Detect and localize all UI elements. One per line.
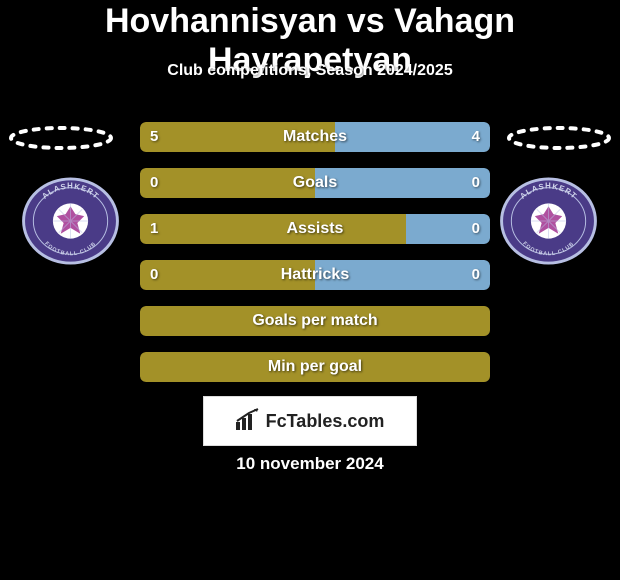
brand-icon [236, 408, 260, 435]
brand-card: FcTables.com [203, 396, 417, 446]
player2-club-badge: ALASHKERT FOOTBALL CLUB [499, 177, 598, 265]
player1-flag-placeholder [9, 126, 113, 150]
stat-value-left: 5 [140, 122, 168, 152]
player2-flag-placeholder [507, 126, 611, 150]
stat-value-left: 0 [140, 260, 168, 290]
stat-value-left: 0 [140, 168, 168, 198]
stat-value-right: 4 [462, 122, 490, 152]
stat-value-right: 0 [462, 214, 490, 244]
stat-row: Min per goal [140, 352, 490, 382]
stat-bar-left [140, 352, 490, 382]
stat-value-left: 1 [140, 214, 168, 244]
stat-row: Goals per match [140, 306, 490, 336]
stat-row: 00Hattricks [140, 260, 490, 290]
comparison-rows: 54Matches00Goals10Assists00HattricksGoal… [140, 122, 490, 398]
page-subtitle: Club competitions, Season 2024/2025 [0, 62, 620, 80]
brand-label: FcTables.com [266, 411, 385, 432]
stat-row: 00Goals [140, 168, 490, 198]
stat-bar-left [140, 214, 406, 244]
stat-row: 54Matches [140, 122, 490, 152]
stat-row: 10Assists [140, 214, 490, 244]
stat-bar-left [140, 122, 335, 152]
stat-value-right: 0 [462, 168, 490, 198]
stat-value-right: 0 [462, 260, 490, 290]
player1-club-badge: ALASHKERT FOOTBALL CLUB [21, 177, 120, 265]
stat-bar-left [140, 306, 490, 336]
date-label: 10 november 2024 [0, 454, 620, 474]
